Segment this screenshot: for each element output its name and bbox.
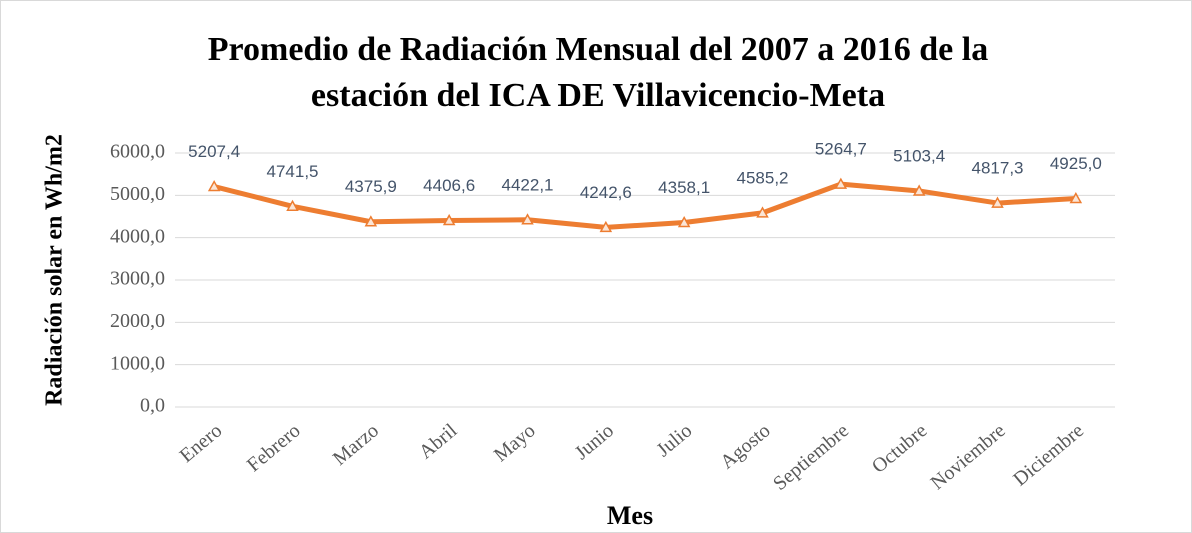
y-tick-label: 2000,0 <box>110 310 165 332</box>
data-label: 4741,5 <box>267 162 319 181</box>
data-point <box>756 206 769 218</box>
data-point <box>991 196 1004 208</box>
data-point <box>364 215 378 227</box>
data-label: 4817,3 <box>972 159 1024 178</box>
y-tick-label: 0,0 <box>140 395 165 417</box>
chart-title: Promedio de Radiación Mensual del 2007 a… <box>208 31 988 68</box>
data-label: 4375,9 <box>345 177 397 196</box>
y-tick-label: 3000,0 <box>110 268 165 290</box>
data-point <box>599 220 613 233</box>
data-point <box>1069 191 1083 204</box>
data-point <box>442 213 456 226</box>
data-label: 4925,0 <box>1050 154 1102 173</box>
data-point <box>286 199 299 212</box>
chart-title: estación del ICA DE Villavicencio-Meta <box>311 77 885 114</box>
data-label: 4585,2 <box>737 168 789 187</box>
data-point <box>834 177 848 189</box>
data-label: 4242,6 <box>580 183 632 202</box>
data-label: 5264,7 <box>815 140 867 159</box>
x-axis-label: Mes <box>607 501 653 530</box>
data-point <box>677 215 691 228</box>
data-label: 4422,1 <box>502 175 554 194</box>
data-point <box>207 180 221 192</box>
data-point <box>521 213 534 225</box>
data-point <box>912 184 926 196</box>
data-label: 4406,6 <box>423 176 475 195</box>
y-tick-label: 1000,0 <box>110 352 165 374</box>
data-label: 5207,4 <box>188 142 240 161</box>
y-axis-label: Radiación solar en Wh/m2 <box>42 134 68 406</box>
y-tick-label: 6000,0 <box>110 141 165 163</box>
data-line <box>213 181 1076 230</box>
data-label: 4358,1 <box>658 178 710 197</box>
data-label: 5103,4 <box>893 146 945 165</box>
y-tick-label: 5000,0 <box>110 183 165 205</box>
y-tick-label: 4000,0 <box>110 225 165 247</box>
